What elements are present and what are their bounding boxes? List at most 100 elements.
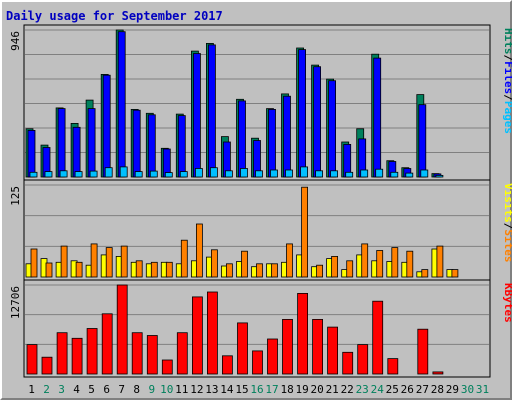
bar-sites-day-19 [301,186,309,278]
bar-sites-day-18 [286,243,293,278]
y-max-label: 125 [9,186,22,206]
bar-sites-day-16 [256,263,263,278]
bar-sites-day-25 [391,247,399,278]
bar-kbytes-day-22 [342,351,354,375]
bar-files-day-17 [268,109,276,178]
y-max-label: 12706 [9,286,22,319]
bar-sites-day-17 [271,263,278,278]
x-tick-label-12: 12 [190,383,203,396]
bar-files-day-9 [147,114,156,178]
bar-files-day-13 [207,44,216,178]
bar-pages-day-9 [149,170,158,178]
bar-sites-day-29 [451,269,459,278]
bar-pages-day-3 [59,170,68,178]
bar-files-day-20 [313,66,322,178]
bar-kbytes-day-27 [417,328,429,375]
bar-files-day-6 [102,74,111,178]
bar-sites-day-15 [241,250,248,278]
x-tick-label-11: 11 [175,383,188,396]
x-tick-label-29: 29 [446,383,459,396]
bar-kbytes-day-7 [116,284,128,375]
panel-kbytes: 12706 KBytes [9,279,512,378]
bar-sites-day-24 [376,250,384,278]
bar-pages-day-19 [300,166,309,178]
x-tick-label-17: 17 [265,383,278,396]
bar-kbytes-day-18 [282,318,293,375]
x-tick-label-25: 25 [386,383,399,396]
bar-sites-day-13 [210,249,218,278]
bar-sites-day-27 [421,269,429,278]
bar-kbytes-day-28 [432,371,444,375]
bar-pages-day-4 [74,171,83,178]
bar-kbytes-day-9 [146,335,158,375]
bar-kbytes-day-20 [312,318,324,375]
bar-files-day-21 [328,80,337,178]
bar-kbytes-day-24 [372,300,384,375]
x-tick-label-6: 6 [103,383,110,396]
panel-visits_sites: 125 Visits/Sites [9,179,512,281]
bar-pages-day-23 [360,169,369,178]
bar-sites-day-6 [105,247,113,278]
x-tick-label-14: 14 [220,383,234,396]
bar-kbytes-day-6 [101,313,113,375]
bar-kbytes-day-16 [252,350,263,375]
bar-pages-day-6 [104,167,113,178]
x-tick-label-24: 24 [371,383,385,396]
bar-kbytes-day-10 [161,359,173,375]
bar-sites-day-28 [436,245,444,278]
y-max-label: 946 [9,31,22,51]
x-tick-label-3: 3 [58,383,65,396]
bar-pages-day-28 [435,174,444,178]
bar-kbytes-day-1 [26,344,38,375]
bar-sites-day-10 [165,261,173,278]
bar-pages-day-11 [179,171,188,178]
bar-pages-day-14 [224,170,233,178]
legend-item: Files [502,61,512,94]
legend-visits_sites: Visits/Sites [502,183,512,263]
bar-pages-day-20 [315,170,324,178]
bar-pages-day-12 [194,168,203,178]
legend-item: Sites [502,229,512,262]
x-tick-label-20: 20 [310,383,323,396]
bar-files-day-1 [27,129,36,178]
bar-sites-day-14 [225,263,233,278]
bar-sites-day-1 [30,248,38,278]
bar-files-day-4 [72,126,81,178]
bar-files-day-24 [373,57,382,178]
bar-pages-day-8 [134,171,143,178]
x-tick-label-31: 31 [476,383,489,396]
bar-sites-day-23 [361,243,369,278]
bar-sites-day-11 [180,239,188,278]
bar-sites-day-7 [120,245,128,278]
x-tick-label-7: 7 [118,383,125,396]
x-tick-label-8: 8 [133,383,140,396]
bar-kbytes-day-11 [176,332,188,375]
bar-pages-day-1 [29,171,38,178]
x-tick-label-21: 21 [326,383,339,396]
bar-files-day-11 [177,115,186,178]
bar-pages-day-13 [209,167,218,178]
bar-kbytes-day-12 [191,296,203,375]
bar-pages-day-16 [255,170,263,178]
bar-pages-day-21 [330,170,339,178]
bar-sites-day-8 [135,260,143,278]
x-tick-label-9: 9 [148,383,155,396]
x-tick-label-22: 22 [341,383,354,396]
x-axis-labels: 1 2 3 4 5 6 7 8 9 10 11 12 13 14 15 16 17 18 19 20 21 22 23 24 2… [28,383,489,396]
x-tick-label-10: 10 [160,383,173,396]
bar-kbytes-day-3 [56,332,68,375]
x-tick-label-15: 15 [235,383,248,396]
x-tick-label-28: 28 [431,383,444,396]
bar-pages-day-5 [89,170,98,178]
x-tick-label-19: 19 [295,383,308,396]
legend-item: / [502,223,512,230]
bar-pages-day-22 [345,171,354,178]
legend-item: KBytes [502,283,512,323]
legend-item: Pages [502,101,512,134]
x-tick-label-30: 30 [461,383,474,396]
bar-sites-day-22 [346,260,354,278]
bar-sites-day-3 [60,245,68,278]
bar-pages-day-7 [119,166,128,178]
